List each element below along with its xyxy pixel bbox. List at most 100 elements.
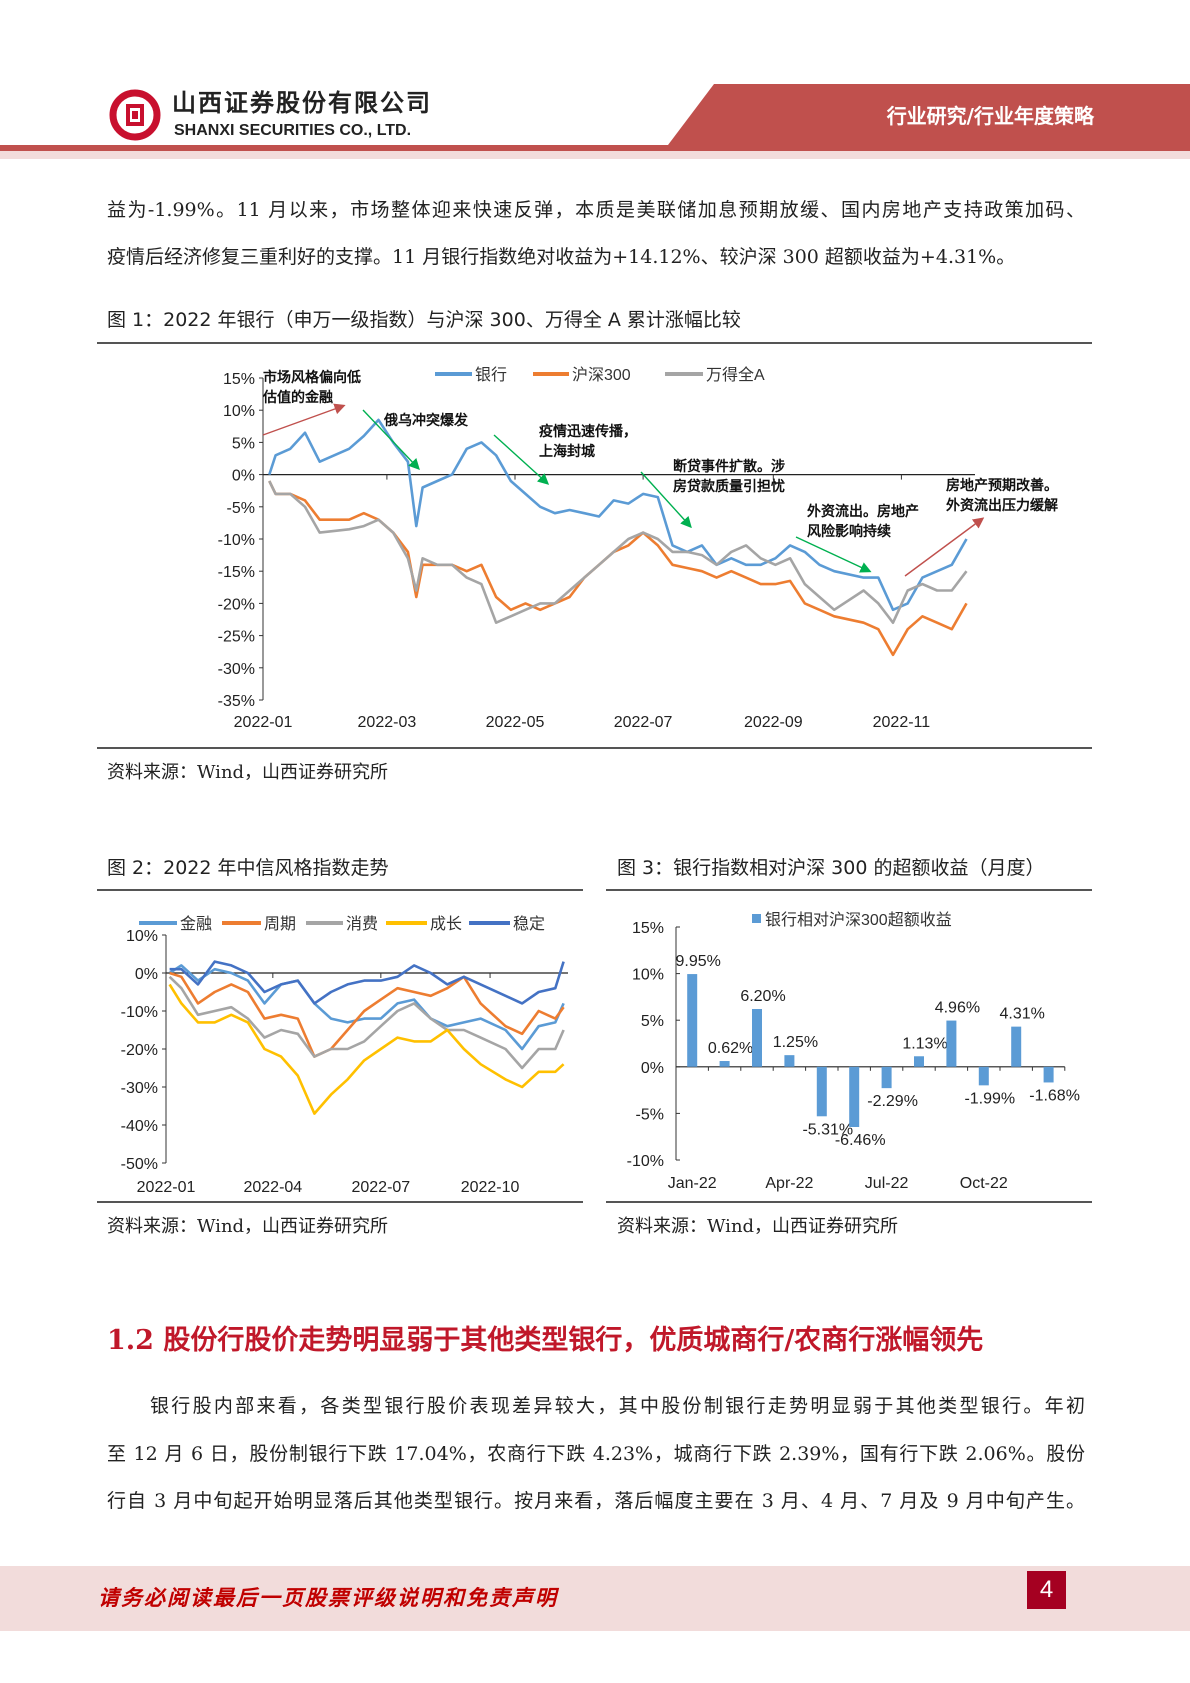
section-line-2: 至 12 月 6 日，股份制银行下跌 17.04%，农商行下跌 4.23%，城商… [107,1443,1085,1465]
fig1-annotation: 疫情迅速传播， [539,423,637,439]
fig1-x-tick-label: 2022-11 [873,714,931,731]
figure-1-bottom-rule [97,747,1092,749]
section-line-1: 银行股内部来看，各类型银行股价表现差异较大，其中股份制银行走势明显弱于其他类型银… [150,1395,1085,1417]
fig3-x-tick-label: Apr-22 [765,1175,813,1192]
fig1-legend-label: 银行 [475,366,507,384]
fig2-series-消费 [168,975,565,1070]
fig3-x-tick-label: Jul-22 [865,1175,909,1192]
fig2-x-tick-label: 2022-07 [351,1179,410,1196]
fig3-y-tick-label: 5% [641,1013,664,1030]
fig2-y-tick-label: -50% [121,1156,158,1173]
fig1-annotation: 风险影响持续 [807,523,891,539]
fig1-x-tick-label: 2022-01 [234,714,293,731]
fig3-bar-May-22 [816,1066,827,1117]
fig1-y-tick-label: 0% [232,468,255,485]
fig1-annotation: 外资流出压力缓解 [946,497,1058,513]
fig1-annotation: 外资流出。房地产 [807,503,919,519]
section-heading: 1.2 股份行股价走势明显弱于其他类型银行，优质城商行/农商行涨幅领先 [107,1325,984,1356]
fig2-x-tick-label: 2022-10 [461,1179,520,1196]
fig2-x-tick-label: 2022-04 [243,1179,302,1196]
fig3-data-label: 9.95% [676,953,721,970]
fig1-annotation: 房贷款质量引担忧 [673,478,785,494]
red-arrow-icon [904,517,985,577]
fig2-x-tick-label: 2022-01 [137,1179,196,1196]
header-rule-light [0,151,1190,159]
fig3-bar-Dec-22 [1043,1066,1054,1083]
fig2-legend-label: 消费 [346,915,378,933]
figure-2-chart: 10% 0% -10% -20% -30% -40% -50% 2022-01 2022-04 2… [121,915,568,1196]
fig2-y-tick-label: -20% [121,1042,158,1059]
fig1-y-tick-label: 10% [223,403,255,420]
company-name-cn: 山西证券股份有限公司 [172,89,432,117]
fig3-bar-Mar-22 [752,1009,762,1067]
fig3-bar-Jan-22 [687,974,698,1067]
figure-2-bottom-rule [97,1201,583,1203]
fig3-bar-Apr-22 [784,1055,795,1067]
fig3-data-label: 4.96% [935,1000,980,1017]
fig1-annotation: 市场风格偏向低 [263,369,361,385]
fig1-y-tick-label: -25% [218,629,255,646]
fig1-y-tick-label: -30% [218,661,255,678]
red-arrow-icon [262,403,346,436]
fig1-y-tick-label: -35% [218,693,255,710]
fig2-y-tick-label: -30% [121,1080,158,1097]
fig3-y-tick-label: 10% [632,967,664,984]
fig1-y-tick-label: -10% [218,532,255,549]
fig3-bar-Aug-22 [914,1056,924,1067]
fig2-series-成长 [168,983,565,1115]
fig3-data-label: -2.29% [867,1093,918,1110]
fig3-data-label: -1.99% [964,1090,1015,1107]
fig3-data-label: 6.20% [740,988,785,1005]
fig3-x-tick-label: Jan-22 [668,1175,717,1192]
fig1-annotation: 俄乌冲突爆发 [383,412,469,428]
green-arrow-icon [362,409,420,471]
fig2-y-tick-label: -40% [121,1118,158,1135]
fig2-y-tick-label: 0% [135,966,158,983]
report-category: 行业研究/行业年度策略 [886,104,1094,128]
page-number: 4 [1027,1571,1066,1609]
fig1-annotation: 上海封城 [539,443,595,459]
figure-3-title: 图 3：银行指数相对沪深 300 的超额收益（月度） [617,857,1045,879]
fig3-data-label: -1.68% [1029,1087,1080,1104]
fig3-data-label: 1.13% [902,1035,947,1052]
footer-disclaimer[interactable]: 请务必阅读最后一页股票评级说明和免责声明 [98,1585,558,1610]
fig1-legend-label: 沪深300 [572,366,631,384]
figure-1-chart: 15% 10% 5% 0% -5% -10% -15% -20% -25% -30% -35% 202… [218,366,1058,731]
fig1-annotation: 断贷事件扩散。涉 [673,458,785,474]
fig1-series-万得全A [268,480,968,625]
fig3-legend-label: 银行相对沪深300超额收益 [765,911,952,929]
figure-1-title: 图 1：2022 年银行（申万一级指数）与沪深 300、万得全 A 累计涨幅比较 [107,309,741,331]
company-logo-icon [109,89,161,141]
fig3-bar-Jun-22 [849,1066,860,1128]
fig3-data-label: 4.31% [1000,1006,1045,1023]
fig3-y-tick-label: -10% [627,1153,664,1170]
fig3-legend-swatch [752,914,761,923]
fig2-y-tick-label: 10% [126,928,158,945]
fig1-annotation: 房地产预期改善。 [946,477,1058,493]
fig3-data-label: 1.25% [773,1034,818,1051]
intro-line-1: 益为-1.99%。11 月以来，市场整体迎来快速反弹，本质是美联储加息预期放缓、… [107,199,1085,221]
fig3-bar-Sep-22 [946,1020,957,1067]
fig3-data-label: -6.46% [835,1132,886,1149]
figure-3-source: 资料来源：Wind，山西证券研究所 [617,1216,899,1237]
fig1-x-tick-label: 2022-07 [614,714,673,731]
fig2-legend-label: 金融 [180,915,212,933]
fig2-series-周期 [169,971,565,1058]
fig3-y-tick-label: 15% [632,920,664,937]
section-line-3: 行自 3 月中旬起开始明显落后其他类型银行。按月来看，落后幅度主要在 3 月、4… [107,1490,1085,1512]
fig3-bar-Feb-22 [719,1061,730,1067]
fig1-x-tick-label: 2022-05 [486,714,545,731]
figure-2-top-rule [97,889,583,891]
footer-band [0,1566,1190,1631]
fig3-y-tick-label: 0% [641,1060,664,1077]
fig3-data-label: -5.31% [802,1121,853,1138]
fig2-legend-label: 周期 [264,915,296,933]
header-banner [668,84,1190,145]
fig2-legend-label: 稳定 [513,915,545,933]
header-rule [0,145,1190,151]
fig2-series-稳定 [169,960,565,1005]
fig3-x-tick-label: Oct-22 [960,1175,1008,1192]
fig1-y-tick-label: -20% [218,596,255,613]
fig1-y-tick-label: -15% [218,564,255,581]
fig3-data-label: 0.62% [708,1040,753,1057]
